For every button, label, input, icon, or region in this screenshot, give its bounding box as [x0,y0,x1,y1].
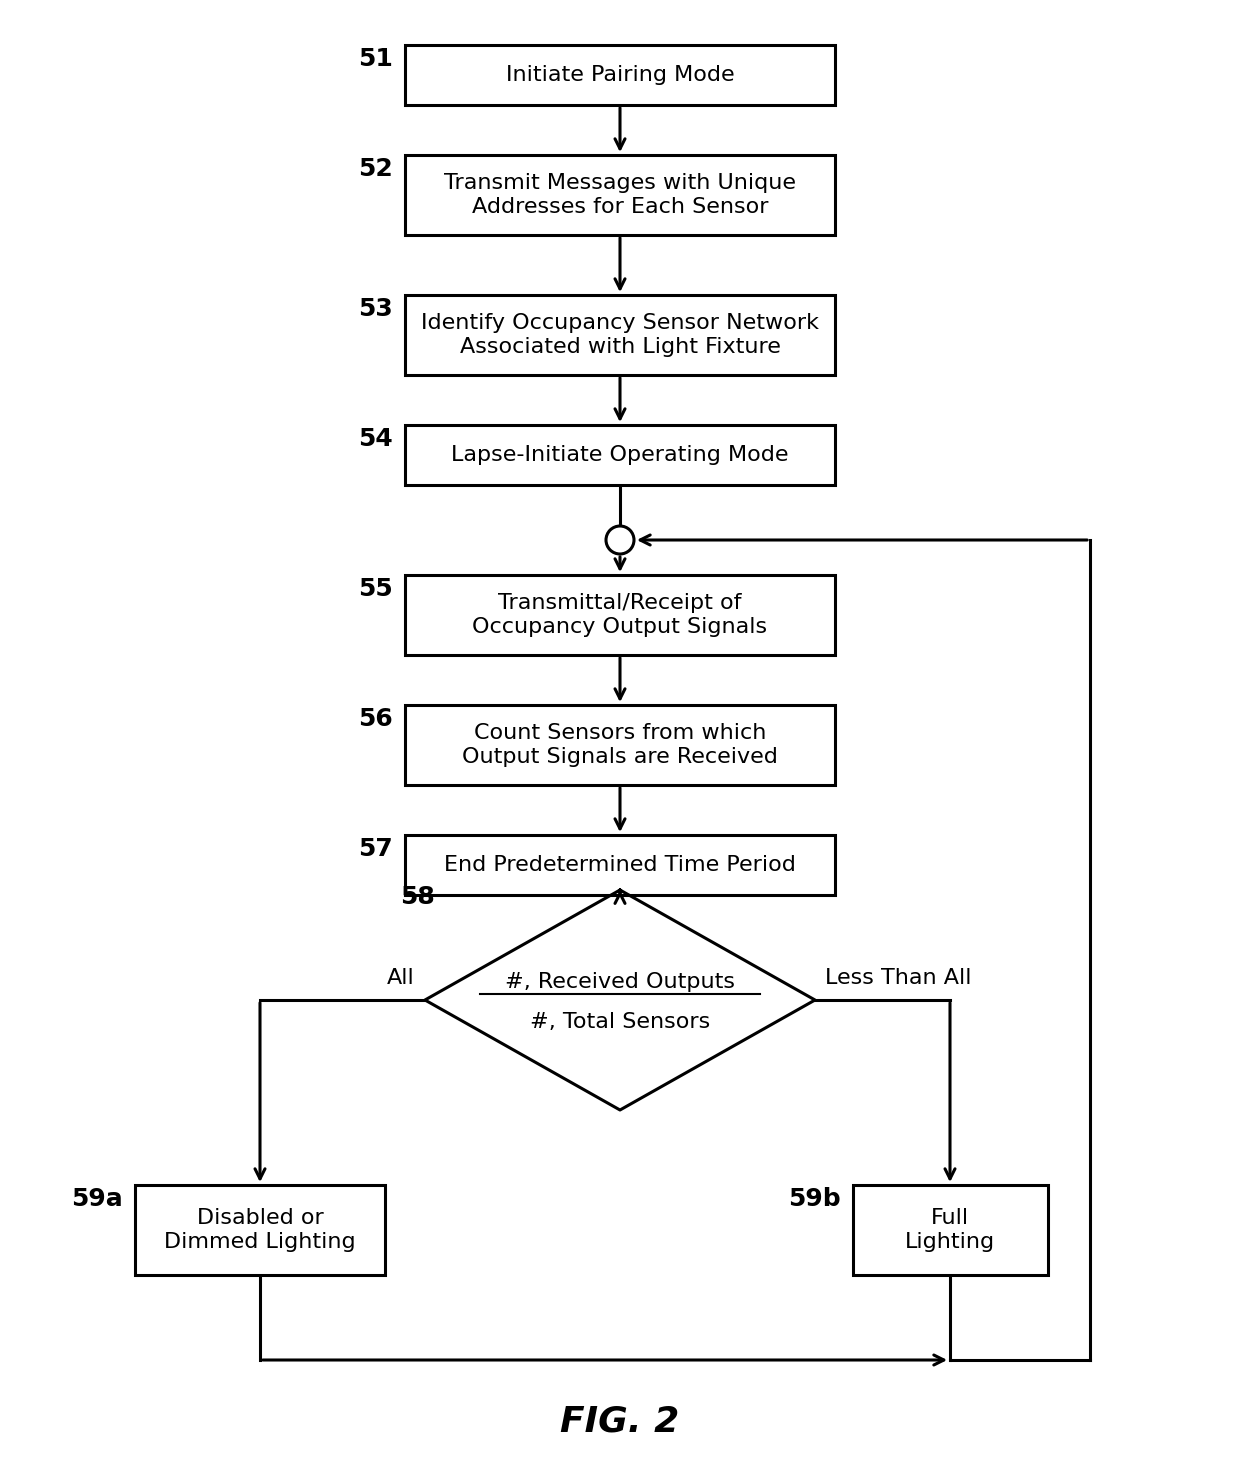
Text: 54: 54 [358,427,393,450]
Text: All: All [387,967,415,988]
Text: Full
Lighting: Full Lighting [905,1208,994,1251]
Text: Transmittal/Receipt of
Occupancy Output Signals: Transmittal/Receipt of Occupancy Output … [472,594,768,637]
FancyBboxPatch shape [405,835,835,895]
Text: 52: 52 [358,157,393,182]
Text: Count Sensors from which
Output Signals are Received: Count Sensors from which Output Signals … [463,724,777,767]
Text: Transmit Messages with Unique
Addresses for Each Sensor: Transmit Messages with Unique Addresses … [444,173,796,217]
FancyBboxPatch shape [405,295,835,375]
Text: Disabled or
Dimmed Lighting: Disabled or Dimmed Lighting [164,1208,356,1251]
Text: 53: 53 [358,297,393,321]
Text: End Predetermined Time Period: End Predetermined Time Period [444,855,796,874]
FancyBboxPatch shape [405,705,835,784]
Text: 58: 58 [401,885,435,908]
Text: 51: 51 [358,47,393,71]
FancyBboxPatch shape [405,44,835,105]
Text: Identify Occupancy Sensor Network
Associated with Light Fixture: Identify Occupancy Sensor Network Associ… [422,313,818,356]
Text: #, Received Outputs: #, Received Outputs [505,972,735,993]
FancyBboxPatch shape [853,1185,1048,1275]
Text: Less Than All: Less Than All [825,967,971,988]
FancyBboxPatch shape [135,1185,384,1275]
Circle shape [606,526,634,554]
Text: 56: 56 [358,707,393,731]
FancyBboxPatch shape [405,155,835,235]
FancyBboxPatch shape [405,575,835,654]
FancyBboxPatch shape [405,425,835,484]
Text: 59b: 59b [787,1188,841,1211]
Text: 55: 55 [358,578,393,601]
Text: Initiate Pairing Mode: Initiate Pairing Mode [506,65,734,86]
Polygon shape [425,891,815,1111]
Text: 57: 57 [358,837,393,861]
Text: #, Total Sensors: #, Total Sensors [529,1012,711,1032]
Text: 59a: 59a [71,1188,123,1211]
Text: Lapse-Initiate Operating Mode: Lapse-Initiate Operating Mode [451,445,789,465]
Text: FIG. 2: FIG. 2 [560,1405,680,1439]
